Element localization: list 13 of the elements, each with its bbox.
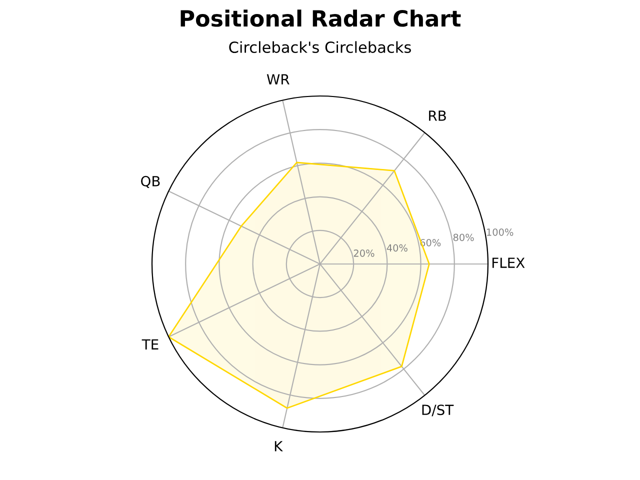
spoke-label: QB xyxy=(141,176,160,188)
spoke-label: D/ST xyxy=(422,404,454,416)
spoke-label: K xyxy=(274,441,283,452)
spoke-label: TE xyxy=(142,339,158,350)
chart-title: Positional Radar Chart xyxy=(180,10,461,27)
spoke-label: WR xyxy=(266,74,290,84)
y-tick-label: 80% xyxy=(453,234,474,242)
y-tick-label: 40% xyxy=(386,244,408,252)
y-tick-label: 20% xyxy=(354,250,374,257)
spoke-label: FLEX xyxy=(492,258,525,268)
y-tick-label: 100% xyxy=(487,228,514,236)
chart-subtitle: Circleback's Circlebacks xyxy=(229,41,411,54)
spoke-label: RB xyxy=(429,110,446,121)
